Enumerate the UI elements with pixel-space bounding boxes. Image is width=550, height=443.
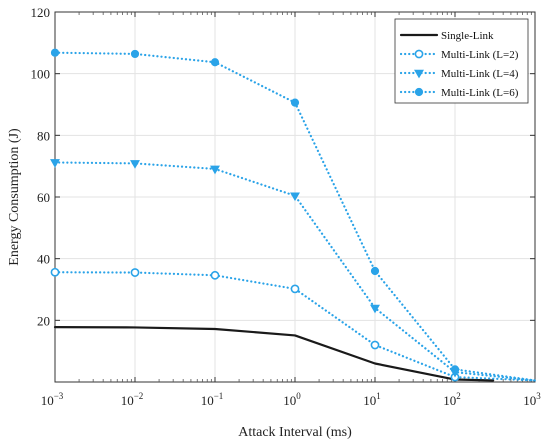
series-layer	[50, 48, 537, 382]
y-tick-label: 120	[31, 5, 51, 20]
legend-entry: Single-Link	[399, 30, 494, 42]
x-tick-label: 100	[283, 391, 301, 408]
legend: Single-Link Multi-Link (L=2) Multi-Link (L…	[394, 18, 529, 104]
x-tick-label: 101	[363, 391, 381, 408]
series-2	[50, 267, 537, 382]
legend-label: Multi-Link (L=6)	[441, 87, 519, 99]
data-point	[210, 165, 220, 175]
y-tick-label: 100	[31, 67, 51, 82]
y-tick-label: 40	[37, 252, 50, 267]
legend-entry: Multi-Link (L=6)	[399, 87, 519, 99]
x-axis-label: Attack Interval (ms)	[238, 425, 352, 440]
legend-label: Single-Link	[441, 30, 494, 42]
data-point	[210, 270, 220, 280]
legend-entry: Multi-Link (L=2)	[399, 49, 519, 61]
data-point	[50, 48, 60, 57]
data-point	[290, 192, 300, 202]
legend-label: Multi-Link (L=2)	[441, 49, 519, 61]
axis-ticks: 10−3 10−2 10−1 100 101 102 103 20 40 60 80 100 120	[31, 5, 542, 408]
y-tick-label: 80	[37, 128, 50, 143]
series-4	[50, 48, 537, 382]
data-point	[290, 284, 300, 294]
x-tick-label: 103	[523, 391, 541, 408]
legend-entry: Multi-Link (L=4)	[399, 68, 519, 80]
legend-label: Multi-Link (L=4)	[441, 68, 519, 80]
data-point	[370, 340, 380, 350]
x-tick-label: 10−2	[121, 391, 144, 408]
legend-marker	[414, 87, 424, 97]
legend-marker	[414, 69, 424, 79]
data-point	[130, 160, 140, 169]
x-tick-label: 10−1	[201, 391, 224, 408]
data-point	[370, 266, 380, 276]
data-point	[130, 49, 140, 59]
data-point	[290, 98, 300, 107]
x-tick-label: 10−3	[41, 391, 64, 408]
data-point	[450, 365, 460, 374]
x-tick-label: 102	[443, 391, 461, 408]
data-point	[210, 58, 220, 67]
y-tick-label: 60	[37, 190, 50, 205]
data-point	[50, 159, 60, 168]
y-tick-label: 20	[37, 313, 50, 328]
y-axis-label: Energy Consumption (J)	[7, 128, 22, 266]
data-point	[370, 304, 380, 314]
legend-marker	[414, 49, 424, 59]
data-point	[130, 268, 140, 277]
data-point	[50, 267, 60, 277]
